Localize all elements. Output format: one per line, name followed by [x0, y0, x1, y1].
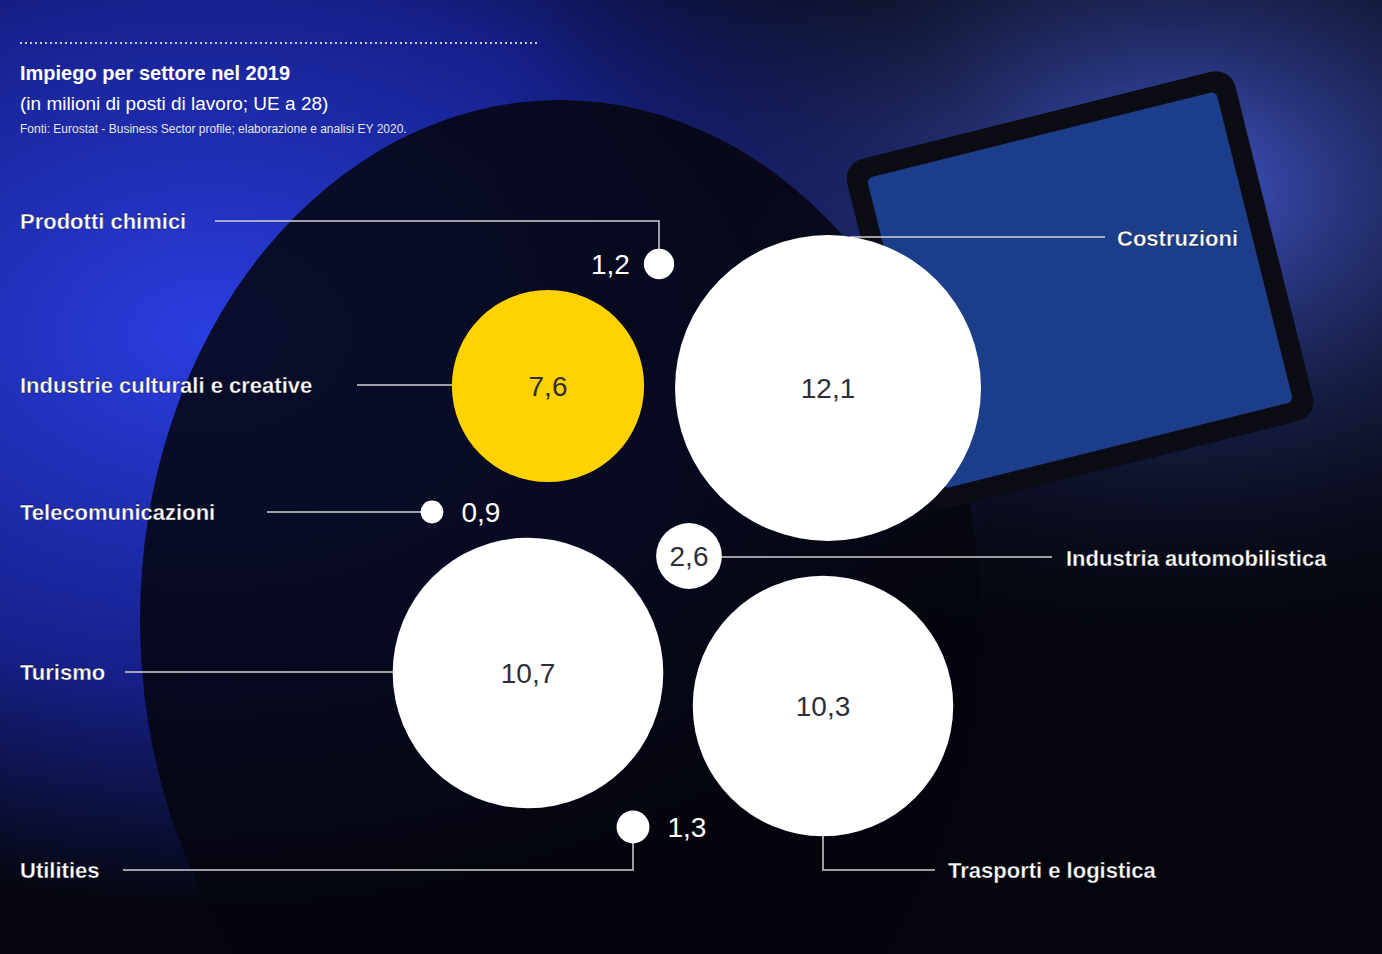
category-label: Prodotti chimici: [20, 209, 186, 234]
data-label: 1,3: [667, 812, 706, 843]
category-label: Telecomunicazioni: [20, 500, 215, 525]
source: Fonti: Eurostat - Business Sector profil…: [20, 122, 407, 136]
data-label: 12,1: [801, 373, 856, 404]
category-label: Costruzioni: [1117, 226, 1238, 251]
data-label: 0,9: [461, 497, 500, 528]
category-labels: Prodotti chimici Costruzioni Industrie cul…: [20, 209, 1327, 883]
data-label: 7,6: [529, 371, 568, 402]
leader-line: [123, 840, 633, 870]
bubble: [393, 538, 664, 809]
category-label: Industria automobilistica: [1066, 546, 1327, 571]
leader-line: [823, 836, 935, 870]
silhouette: [140, 100, 980, 954]
data-label: 10,7: [501, 658, 556, 689]
leader-line: [125, 671, 393, 673]
subtitle: (in milioni di posti di lavoro; UE a 28): [20, 93, 328, 114]
data-labels: 1,2 12,1 7,6 0,9 2,6 10,7 10,3 1,3: [461, 249, 855, 843]
leader-line: [850, 236, 1105, 238]
category-label: Industrie culturali e creative: [20, 373, 312, 398]
leader-line: [357, 384, 452, 386]
category-label: Turismo: [20, 660, 105, 685]
bubble: [693, 576, 953, 836]
bubble: [452, 290, 644, 482]
bubbles: [393, 235, 981, 843]
bubble: [644, 249, 674, 279]
leader-line: [215, 221, 659, 250]
data-label: 1,2: [591, 249, 630, 280]
data-label: 2,6: [670, 541, 709, 572]
leader-line: [720, 556, 1052, 558]
data-label: 10,3: [796, 691, 851, 722]
background: [0, 0, 1382, 954]
bubble: [421, 501, 444, 524]
title: Impiego per settore nel 2019: [20, 62, 290, 84]
chart: Impiego per settore nel 2019 (in milioni …: [0, 0, 1382, 954]
bubble: [656, 523, 722, 589]
header-rule: [20, 42, 538, 44]
bubble: [617, 811, 650, 844]
category-label: Trasporti e logistica: [948, 858, 1157, 883]
leader-lines: [123, 221, 1105, 870]
category-label: Utilities: [20, 858, 99, 883]
bubble: [675, 235, 981, 541]
leader-line: [267, 511, 432, 513]
